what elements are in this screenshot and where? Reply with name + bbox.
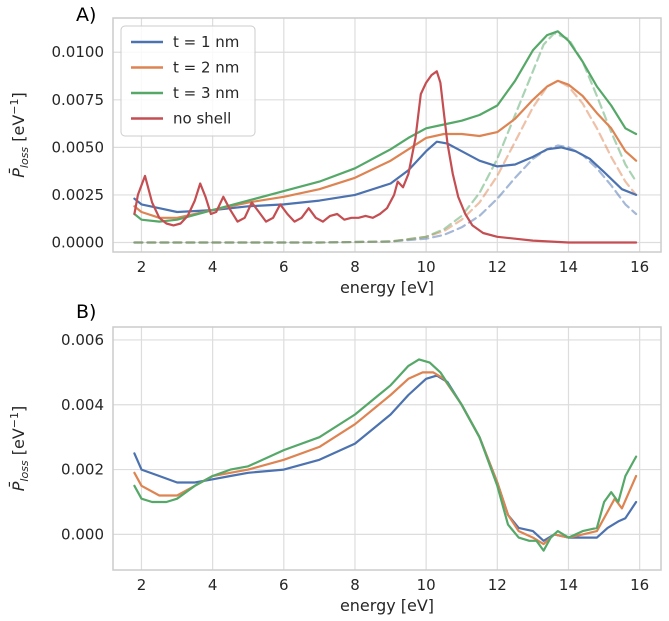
panel-b-x-tick-label: 12: [488, 576, 507, 594]
panel-a-y-tick-label: 0.0075: [52, 91, 105, 109]
panel-a-x-tick-label: 12: [488, 258, 507, 276]
panel-a-y-tick-label: 0.0050: [52, 138, 105, 156]
panel-a-series-line-dashed: [133, 32, 638, 244]
panel-b-series-line: [133, 371, 638, 546]
panel-b-series-line: [133, 358, 638, 552]
panel-b-x-tick-label: 4: [208, 576, 218, 594]
panel-b-x-tick-label: 16: [630, 576, 649, 594]
panel-b-frame: [112, 326, 662, 571]
panel-a-frame: [112, 17, 662, 253]
panel-a-y-axis-label: P̄loss [eV−1]: [8, 92, 31, 178]
panel-a-x-tick-label: 4: [208, 258, 218, 276]
panel-b-x-tick-label: 14: [559, 576, 578, 594]
panel-a-x-tick-label: 16: [630, 258, 649, 276]
panel-b-x-tick-label: 8: [350, 576, 360, 594]
panel-a-x-tick-label: 10: [417, 258, 436, 276]
panel-b-y-axis-label: P̄loss [eV−1]: [8, 406, 31, 492]
legend-entry-label: t = 2 nm: [173, 59, 239, 77]
panel-a-y-tick-label: 0.0025: [52, 186, 105, 204]
panel-a-x-tick-label: 6: [279, 258, 289, 276]
panel-a-chart: 2 4 6 8 10 12 14 16 0.00000.00250.00500.00750.0…: [8, 17, 662, 297]
panel-a-label: A): [76, 4, 96, 26]
panel-a-y-tick-label: 0.0100: [52, 43, 105, 61]
panel-a-legend: t = 1 nm t = 2 nm t = 3 nm no shell: [120, 25, 256, 137]
panel-a-x-tick-label: 2: [137, 258, 147, 276]
panel-b-y-tick-label: 0.000: [61, 525, 104, 543]
panel-b-x-tick-label: 2: [137, 576, 147, 594]
panel-b-label: B): [76, 301, 96, 323]
panel-b-x-tick-label: 10: [417, 576, 436, 594]
panel-a-series-line: [133, 70, 638, 244]
panel-b-grid: [113, 327, 661, 570]
legend-entry-label: no shell: [173, 110, 231, 128]
panel-b-x-ticks: 2 4 6 8 10 12 14 16: [137, 576, 650, 594]
panel-b-y-tick-label: 0.006: [61, 331, 104, 349]
panel-b-x-tick-label: 6: [279, 576, 289, 594]
panel-b-chart: 2 4 6 8 10 12 14 16 0.000 0.002 0.004 0.006 energy…: [8, 326, 662, 615]
legend-box: [120, 25, 256, 137]
panel-b-y-tick-label: 0.004: [61, 396, 104, 414]
panel-b-x-axis-label: energy [eV]: [340, 596, 434, 615]
panel-b-series: [133, 358, 638, 552]
panel-a-x-ticks: 2 4 6 8 10 12 14 16: [137, 258, 650, 276]
legend-entry-label: t = 3 nm: [173, 84, 239, 102]
panel-a-x-tick-label: 14: [559, 258, 578, 276]
panel-a-y-tick-label: 0.0000: [52, 233, 105, 251]
legend-entry-label: t = 1 nm: [173, 33, 239, 51]
panel-a-series: [133, 30, 638, 244]
panel-a-series-line-dashed: [133, 144, 638, 244]
panel-b-y-tick-label: 0.002: [61, 461, 104, 479]
panel-a-x-axis-label: energy [eV]: [340, 278, 434, 297]
panel-a-x-tick-label: 8: [350, 258, 360, 276]
panel-b-y-ticks: 0.000 0.002 0.004 0.006: [61, 331, 104, 543]
panel-a-y-ticks: 0.0000 0.0025 0.0050 0.0075 0.0100: [52, 43, 105, 251]
